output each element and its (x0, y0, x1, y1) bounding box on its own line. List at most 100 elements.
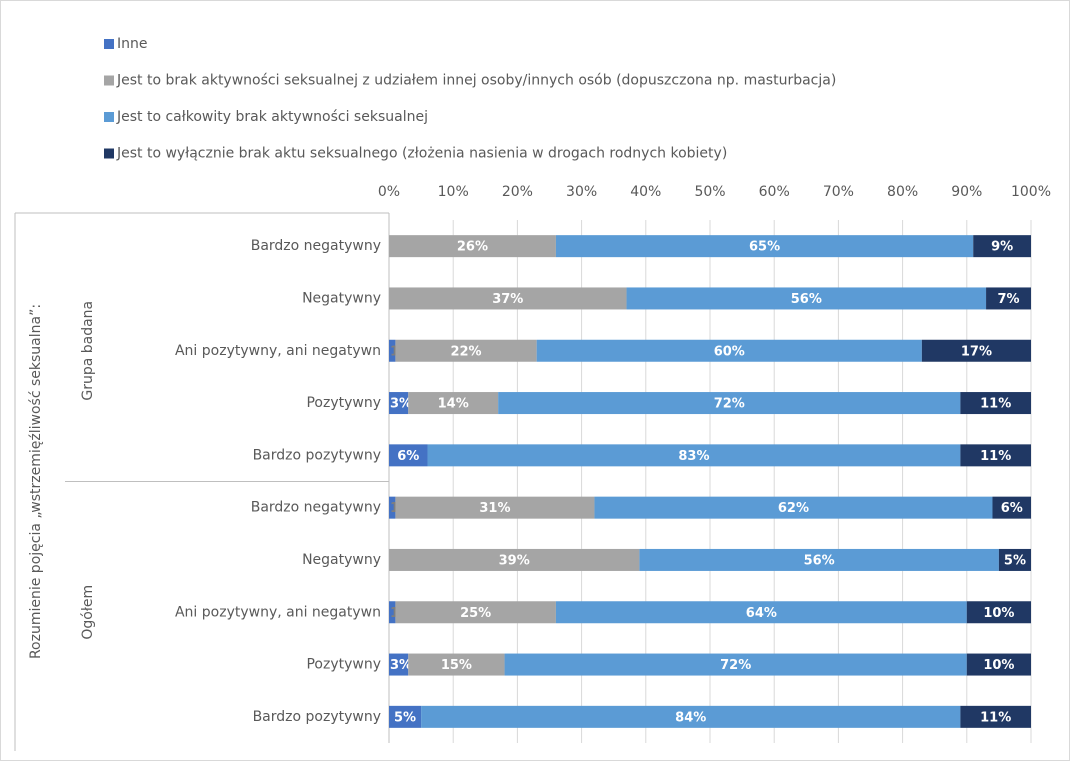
group-label: Ogółem (80, 585, 96, 640)
data-label: 10% (983, 658, 1014, 673)
data-label: 31% (479, 501, 510, 516)
legend-swatch (104, 39, 114, 49)
bar-segment (421, 705, 961, 728)
x-tick-label: 20% (502, 184, 533, 200)
bar-segment (427, 444, 961, 467)
bar-segment (389, 392, 409, 415)
x-tick-label: 0% (378, 184, 400, 200)
bar-segment (389, 339, 396, 362)
data-label: 5% (394, 710, 416, 725)
bar-segment (960, 705, 1031, 728)
y-tick-label: Ani pozytywny, ani negatywn (175, 343, 381, 359)
bar-segment (395, 339, 537, 362)
data-label: 65% (749, 240, 780, 255)
x-tick-label: 30% (566, 184, 597, 200)
bar-segment (594, 496, 993, 519)
bar-segment (921, 339, 1031, 362)
data-label: 39% (499, 553, 530, 568)
x-tick-label: 10% (438, 184, 469, 200)
data-label: 7% (997, 292, 1019, 307)
bar-segment (389, 601, 396, 624)
bar-segment (555, 235, 974, 258)
data-label: 25% (460, 606, 491, 621)
bar-segment (389, 287, 627, 310)
data-label: 72% (714, 397, 745, 412)
legend-label: Jest to wyłącznie brak aktu seksualnego … (116, 146, 727, 162)
x-tick-label: 80% (887, 184, 918, 200)
y-tick-label: Negatywny (302, 290, 381, 306)
data-label: 37% (492, 292, 523, 307)
bar-segment (389, 496, 396, 519)
group-label: Grupa badana (80, 301, 96, 401)
x-tick-label: 40% (630, 184, 661, 200)
bar-segment (389, 235, 556, 258)
data-label: 62% (778, 501, 809, 516)
x-tick-label: 60% (759, 184, 790, 200)
data-label: 9% (991, 240, 1013, 255)
y-tick-label: Negatywny (302, 552, 381, 568)
bar-segment (960, 444, 1031, 467)
x-tick-label: 70% (823, 184, 854, 200)
bar-segment (998, 548, 1031, 571)
y-tick-label: Pozytywny (306, 657, 381, 673)
bar-segment (536, 339, 922, 362)
bar-segment (639, 548, 999, 571)
bar-segment (408, 392, 499, 415)
data-label: 60% (714, 344, 745, 359)
y-tick-label: Bardzo negatywny (251, 500, 381, 516)
data-label: 6% (1001, 501, 1023, 516)
data-label: 56% (804, 553, 835, 568)
data-label: 11% (980, 449, 1011, 464)
bar-segment (966, 601, 1031, 624)
legend-label: Jest to całkowity brak aktywności seksua… (116, 109, 428, 125)
bar-segment (408, 653, 505, 676)
data-label: 11% (980, 710, 1011, 725)
bar-segment (395, 496, 595, 519)
data-label: 6% (397, 449, 419, 464)
legend-label: Inne (117, 36, 148, 52)
bar-segment (389, 705, 422, 728)
data-label: 72% (720, 658, 751, 673)
data-label: 10% (983, 606, 1014, 621)
bar-segment (973, 235, 1031, 258)
y-axis-label: Rozumienie pojęcia „wstrzemięźliwość sek… (28, 304, 44, 659)
y-tick-label: Bardzo pozytywny (253, 447, 381, 463)
y-tick-label: Bardzo pozytywny (253, 709, 381, 725)
bar-segment (966, 653, 1031, 676)
data-label: 5% (1004, 553, 1026, 568)
bar-segment (986, 287, 1031, 310)
y-tick-label: Bardzo negatywny (251, 238, 381, 254)
data-label: 83% (678, 449, 709, 464)
y-tick-label: Pozytywny (306, 395, 381, 411)
y-tick-label: Ani pozytywny, ani negatywn (175, 604, 381, 620)
legend-swatch (104, 75, 114, 86)
bar-segment (555, 601, 967, 624)
bar-segment (504, 653, 967, 676)
legend-label: Jest to brak aktywności seksualnej z udz… (116, 73, 836, 89)
bar-segment (960, 392, 1031, 415)
data-label: 22% (450, 344, 481, 359)
x-tick-label: 90% (951, 184, 982, 200)
bar-segment (395, 601, 556, 624)
legend-swatch (104, 112, 114, 122)
data-label: 14% (438, 397, 469, 412)
legend-swatch (104, 148, 114, 159)
x-tick-label: 100% (1011, 184, 1051, 200)
bar-segment (389, 444, 428, 467)
data-label: 3% (390, 397, 412, 412)
data-label: 15% (441, 658, 472, 673)
data-label: 84% (675, 710, 706, 725)
data-label: 17% (961, 344, 992, 359)
data-label: 64% (746, 606, 777, 621)
data-label: 26% (457, 240, 488, 255)
bar-segment (389, 653, 409, 676)
data-label: 56% (791, 292, 822, 307)
bar-segment (992, 496, 1031, 519)
data-label: 11% (980, 397, 1011, 412)
data-label: 3% (390, 658, 412, 673)
x-tick-label: 50% (694, 184, 725, 200)
bar-segment (389, 548, 640, 571)
bar-segment (498, 392, 961, 415)
